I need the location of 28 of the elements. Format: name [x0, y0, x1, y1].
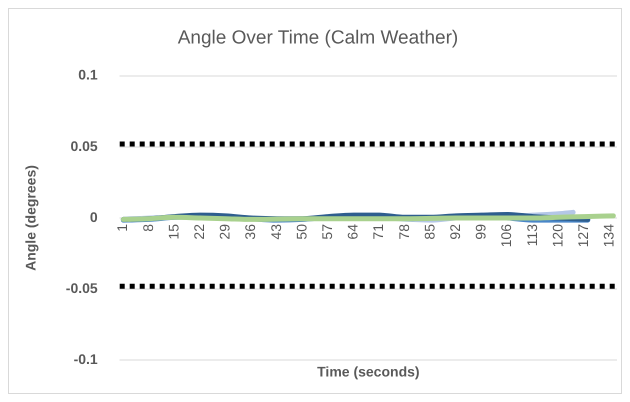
x-tick-label: 36 — [242, 224, 258, 240]
chart-title: Angle Over Time (Calm Weather) — [178, 28, 458, 49]
x-tick-label: 134 — [600, 224, 617, 248]
x-tick-label: 78 — [396, 224, 412, 240]
y-tick-label: -0.05 — [66, 280, 98, 296]
x-tick-label: 113 — [524, 224, 540, 246]
x-tick-label: 29 — [216, 224, 233, 240]
y-tick-label: 0.1 — [78, 66, 98, 83]
x-tick-label: 15 — [165, 224, 182, 240]
y-tick-label: 0.05 — [70, 138, 98, 154]
x-tick-label: 99 — [472, 224, 489, 240]
x-tick-label: 8 — [140, 224, 156, 232]
y-tick-label: 0 — [90, 208, 98, 225]
x-tick-label: 57 — [318, 224, 335, 240]
x-tick-label: 92 — [446, 224, 463, 240]
x-tick-label: 1 — [114, 224, 130, 232]
x-tick-label: 50 — [293, 224, 310, 240]
x-tick-label: 127 — [574, 224, 591, 248]
x-tick-label: 43 — [268, 224, 284, 240]
x-tick-label: 22 — [191, 224, 208, 240]
x-tick-label: 120 — [549, 224, 566, 248]
y-axis-title: Angle (degrees) — [22, 165, 38, 271]
x-tick-label: 85 — [421, 224, 438, 240]
x-tick-label: 64 — [344, 224, 361, 240]
x-tick-label: 106 — [498, 224, 514, 248]
x-tick-label: 71 — [370, 224, 386, 240]
x-axis-title: Time (seconds) — [317, 363, 420, 380]
y-tick-label: -0.1 — [74, 351, 98, 368]
